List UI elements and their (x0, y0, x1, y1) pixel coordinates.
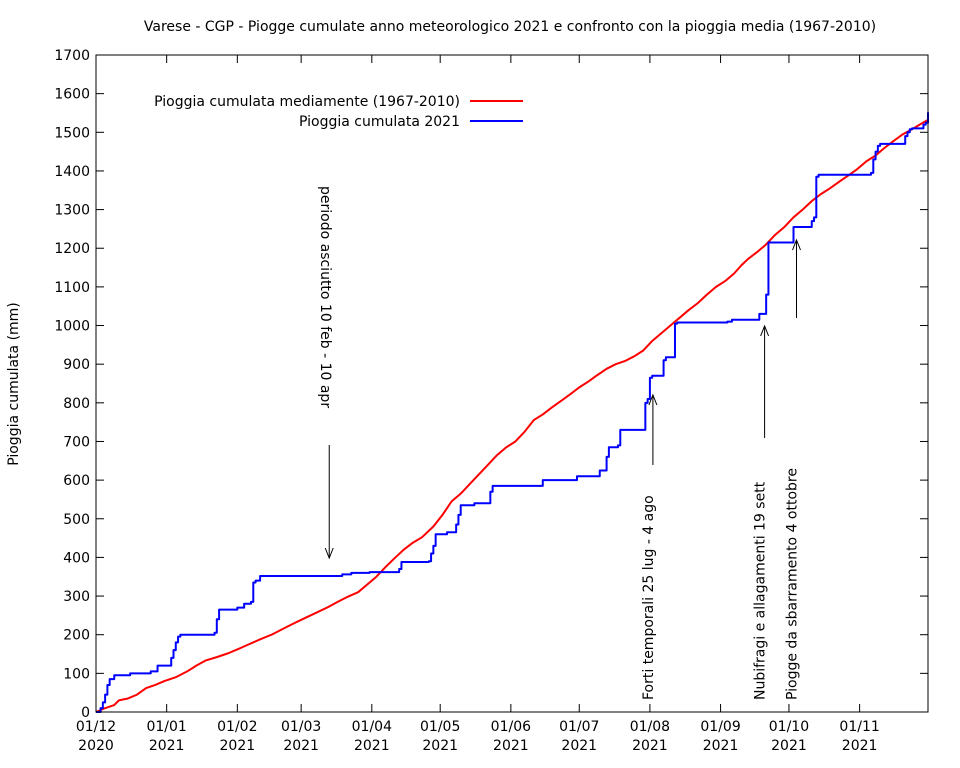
legend-label: Pioggia cumulata 2021 (299, 114, 460, 130)
x-tick-year-label: 2021 (422, 738, 458, 754)
x-tick-label: 01/05 (420, 719, 460, 735)
x-tick-year-label: 2021 (703, 738, 739, 754)
plot-frame (95, 54, 929, 713)
annotations: periodo asciutto 10 feb - 10 apr Forti te… (317, 186, 801, 700)
y-tick-label: 1400 (54, 164, 90, 180)
x-tick-year-label: 2021 (149, 738, 185, 754)
x-tick-year-label: 2021 (220, 738, 256, 754)
annotation-label: Piogge da sbarramento 4 ottobre (785, 468, 801, 700)
x-tick-label: 01/08 (630, 719, 670, 735)
x-tick-year-label: 2021 (283, 738, 319, 754)
legend: Pioggia cumulata mediamente (1967-2010) P… (154, 94, 523, 130)
x-tick-year-label: 2020 (78, 738, 114, 754)
y-tick-label: 300 (63, 589, 90, 605)
y-tick-label: 1000 (54, 319, 90, 335)
annotation-label: periodo asciutto 10 feb - 10 apr (317, 186, 333, 408)
chart-title: Varese - CGP - Piogge cumulate anno mete… (144, 19, 876, 35)
x-tick-label: 01/12 (76, 719, 116, 735)
grid: 0 100 200 300 400 500 600 700 800 900 1000 1100 1200… (54, 48, 928, 754)
annotation-arrowhead (648, 393, 658, 406)
annotation-arrowhead (324, 547, 334, 560)
legend-label: Pioggia cumulata mediamente (1967-2010) (154, 94, 460, 110)
y-tick-label: 800 (63, 396, 90, 412)
y-tick-label: 1300 (54, 203, 90, 219)
x-tick-label: 01/11 (839, 719, 879, 735)
series-line-mean (95, 119, 929, 713)
x-tick-label: 01/07 (559, 719, 599, 735)
y-tick-label: 900 (63, 357, 90, 373)
annotation-arrowhead (760, 324, 770, 337)
x-tick-year-label: 2021 (493, 738, 529, 754)
y-tick-label: 0 (81, 705, 90, 721)
y-tick-label: 500 (63, 512, 90, 528)
annotation-label: Forti temporali 25 lug - 4 ago (641, 495, 657, 700)
x-tick-label: 01/04 (352, 719, 392, 735)
y-tick-label: 100 (63, 666, 90, 682)
x-tick-label: 01/09 (700, 719, 740, 735)
x-tick-year-label: 2021 (632, 738, 668, 754)
data-series (95, 111, 929, 713)
x-tick-label: 01/10 (769, 719, 809, 735)
annotation-arrowhead (792, 238, 801, 251)
x-tick-year-label: 2021 (354, 738, 390, 754)
y-tick-label: 1500 (54, 125, 90, 141)
y-tick-label: 1700 (54, 48, 90, 64)
x-tick-year-label: 2021 (842, 738, 878, 754)
y-axis-label: Pioggia cumulata (mm) (6, 302, 22, 466)
y-tick-label: 400 (63, 550, 90, 566)
y-tick-label: 700 (63, 434, 90, 450)
y-tick-label: 1100 (54, 280, 90, 296)
x-tick-year-label: 2021 (561, 738, 597, 754)
x-tick-label: 01/03 (281, 719, 321, 735)
x-tick-label: 01/01 (146, 719, 186, 735)
series-line-2021 (96, 111, 929, 713)
annotation-label: Nubifragi e allagamenti 19 sett (753, 481, 769, 700)
y-tick-label: 200 (63, 628, 90, 644)
y-tick-label: 600 (63, 473, 90, 489)
x-tick-label: 01/06 (491, 719, 531, 735)
y-tick-label: 1600 (54, 87, 90, 103)
y-tick-label: 1200 (54, 241, 90, 257)
x-tick-year-label: 2021 (771, 738, 807, 754)
x-tick-label: 01/02 (217, 719, 257, 735)
